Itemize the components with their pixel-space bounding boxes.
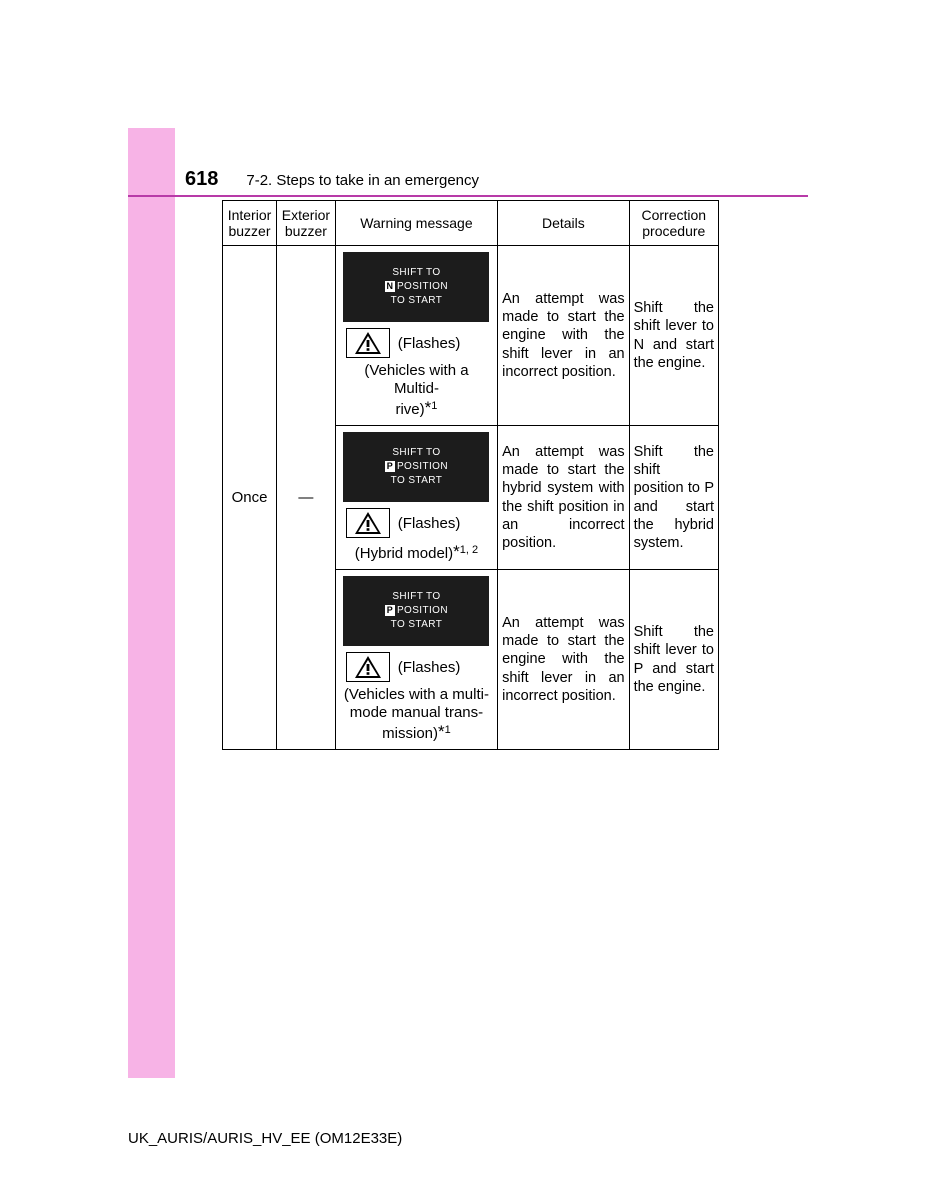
warning-triangle-icon [346, 508, 390, 538]
display-text: POSITION [397, 605, 448, 616]
asterisk: * [453, 542, 460, 561]
col-header-correction: Correction procedure [629, 201, 718, 246]
display-line: PPOSITION [385, 604, 448, 618]
display-line: TO START [391, 294, 443, 308]
header-divider [128, 195, 808, 197]
correction-cell: Shift the shift lever to N and start the… [629, 246, 718, 426]
warning-triangle-icon [346, 652, 390, 682]
subnote-text: mode manual trans- [350, 704, 483, 721]
display-line: NPOSITION [385, 280, 448, 294]
position-letter: P [385, 605, 395, 616]
subnote-text: (Vehicles with a multi- [344, 686, 489, 703]
details-cell: An attempt was made to start the hybrid … [498, 426, 629, 570]
details-cell: An attempt was made to start the engine … [498, 246, 629, 426]
flashes-label: (Flashes) [398, 335, 461, 352]
flash-indicator: (Flashes) [346, 652, 493, 682]
pink-sidebar [128, 128, 175, 1078]
display-line: TO START [391, 618, 443, 632]
flash-indicator: (Flashes) [346, 328, 493, 358]
display-text: POSITION [397, 461, 448, 472]
superscript: 1 [445, 724, 451, 736]
superscript: 1, 2 [460, 544, 478, 556]
col-header-details: Details [498, 201, 629, 246]
display-text: POSITION [397, 281, 448, 292]
col-header-interior: Interior buzzer [223, 201, 277, 246]
table-header-row: Interior buzzer Exterior buzzer Warning … [223, 201, 719, 246]
page-header: 618 7-2. Steps to take in an emergency [185, 168, 805, 191]
display-line: TO START [391, 474, 443, 488]
col-header-exterior: Exterior buzzer [277, 201, 336, 246]
col-header-warning: Warning message [335, 201, 497, 246]
subnote-text: mission) [382, 725, 438, 742]
page: 618 7-2. Steps to take in an emergency I… [0, 0, 927, 1200]
position-letter: P [385, 461, 395, 472]
warning-triangle-icon [346, 328, 390, 358]
flash-indicator: (Flashes) [346, 508, 493, 538]
subnote-text: (Vehicles with a Multid- [364, 362, 468, 397]
display-line: SHIFT TO [392, 266, 440, 280]
subnote-text: (Hybrid model) [355, 545, 453, 562]
table-row: Once — SHIFT TO NPOSITION TO START [223, 246, 719, 426]
warning-message-cell: SHIFT TO NPOSITION TO START [335, 246, 497, 426]
correction-cell: Shift the shift lever to P and start the… [629, 570, 718, 750]
section-title: 7-2. Steps to take in an emergency [246, 172, 479, 189]
warning-table: Interior buzzer Exterior buzzer Warning … [222, 200, 719, 750]
page-number: 618 [185, 168, 218, 191]
display-line: SHIFT TO [392, 590, 440, 604]
warning-message-cell: SHIFT TO PPOSITION TO START [335, 426, 497, 570]
flashes-label: (Flashes) [398, 515, 461, 532]
display-screen: SHIFT TO NPOSITION TO START [343, 252, 489, 322]
warning-message-cell: SHIFT TO PPOSITION TO START [335, 570, 497, 750]
exterior-buzzer-value: — [277, 246, 336, 750]
subnote: (Hybrid model)*1, 2 [340, 542, 493, 563]
display-line: SHIFT TO [392, 446, 440, 460]
asterisk: * [438, 722, 445, 741]
superscript: 1 [431, 400, 437, 412]
subnote: (Vehicles with a multi- mode manual tran… [340, 686, 493, 743]
position-letter: N [385, 281, 395, 292]
display-screen: SHIFT TO PPOSITION TO START [343, 432, 489, 502]
display-line: PPOSITION [385, 460, 448, 474]
subnote: (Vehicles with a Multid- rive)*1 [340, 362, 493, 419]
interior-buzzer-value: Once [223, 246, 277, 750]
correction-cell: Shift the shift position to P and start … [629, 426, 718, 570]
display-screen: SHIFT TO PPOSITION TO START [343, 576, 489, 646]
subnote-text: rive) [395, 401, 424, 418]
details-cell: An attempt was made to start the engine … [498, 570, 629, 750]
flashes-label: (Flashes) [398, 659, 461, 676]
footer-text: UK_AURIS/AURIS_HV_EE (OM12E33E) [128, 1130, 402, 1147]
